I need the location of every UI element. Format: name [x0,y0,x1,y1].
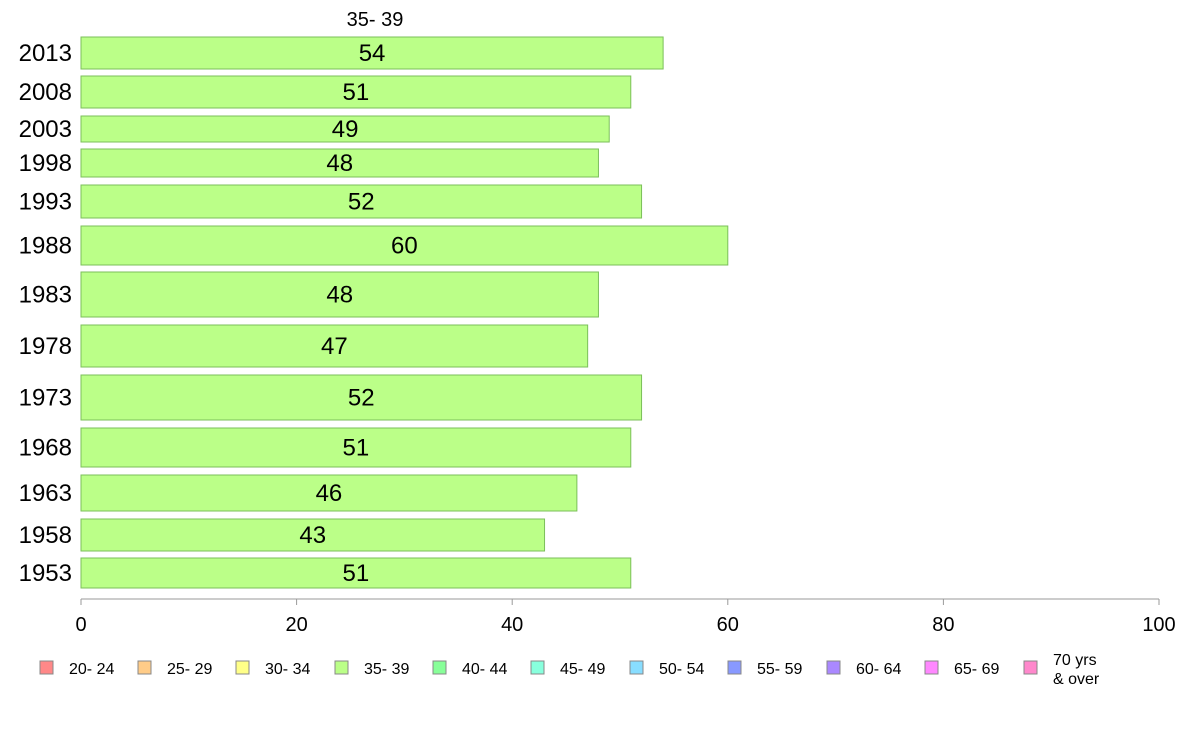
bar [80,324,589,368]
data-label: 52 [348,189,375,216]
legend-swatch [39,660,54,675]
legend-swatch [137,660,152,675]
x-tick-label: 20 [285,614,307,636]
x-axis: 0 20 40 60 80 100 [75,598,1176,636]
x-tick-label: 60 [717,614,739,636]
legend-label: 45- 49 [560,661,605,678]
data-label: 54 [359,40,386,67]
legend-swatch [334,660,349,675]
legend-label: 25- 29 [167,661,212,678]
legend-item: 55- 59 [727,660,802,678]
legend-swatch [1023,660,1038,675]
bar [80,518,546,552]
category-label: 1988 [19,233,72,260]
data-label: 43 [299,522,326,549]
x-tick-label: 100 [1142,614,1175,636]
category-label: 2003 [19,116,72,143]
panel-title: 35- 39 [347,9,404,31]
data-label: 48 [326,282,353,309]
legend-label: 55- 59 [757,661,802,678]
x-tick-label: 40 [501,614,523,636]
bar [80,271,599,318]
bar [80,148,599,178]
legend-item: 60- 64 [826,660,901,678]
data-label: 52 [348,385,375,412]
category-label: 1963 [19,480,72,507]
category-label: 1973 [19,385,72,412]
data-label: 47 [321,333,348,360]
legend-item: 70 yrs & over [1023,652,1100,688]
x-tick-label: 80 [932,614,954,636]
data-label: 60 [391,233,418,260]
legend-item: 30- 34 [235,660,310,678]
data-label: 48 [326,150,353,177]
legend-item: 65- 69 [924,660,999,678]
category-label: 1978 [19,333,72,360]
bar [80,474,578,512]
category-label: 1998 [19,150,72,177]
bar [80,427,632,468]
category-label: 2013 [19,40,72,67]
legend: 20- 24 25- 29 30- 34 35- 39 40- 44 45- 49 50- … [39,652,1100,688]
data-label: 51 [343,79,370,106]
bar [80,75,632,109]
legend-swatch [432,660,447,675]
bar [80,374,643,421]
legend-item: 50- 54 [629,660,704,678]
legend-label: 60- 64 [856,661,901,678]
category-label: 2008 [19,79,72,106]
category-label: 1958 [19,522,72,549]
bar [80,36,664,70]
legend-label: 40- 44 [462,661,507,678]
legend-item: 20- 24 [39,660,114,678]
legend-item: 25- 29 [137,660,212,678]
legend-label: 30- 34 [265,661,310,678]
legend-item: 45- 49 [530,660,605,678]
data-label: 51 [343,435,370,462]
legend-item: 40- 44 [432,660,507,678]
legend-swatch [924,660,939,675]
legend-label: 35- 39 [364,661,409,678]
legend-label: 65- 69 [954,661,999,678]
legend-swatch [530,660,545,675]
category-label: 1983 [19,282,72,309]
legend-swatch [727,660,742,675]
data-label: 49 [332,116,359,143]
bar [80,115,610,143]
data-label: 51 [343,560,370,587]
legend-swatch [629,660,644,675]
category-label: 1953 [19,560,72,587]
data-label: 46 [316,480,343,507]
legend-swatch [826,660,841,675]
category-label: 1968 [19,435,72,462]
bar [80,225,729,266]
x-tick-label: 0 [75,614,86,636]
legend-label: 20- 24 [69,661,114,678]
bar [80,184,643,219]
bar [80,557,632,589]
bars-group: 2013 54 2008 51 2003 49 1998 48 1993 52 1988 60 1983… [19,36,729,589]
legend-item: 35- 39 [334,660,409,678]
category-label: 1993 [19,189,72,216]
legend-swatch [235,660,250,675]
legend-label: 50- 54 [659,661,704,678]
legend-label: 70 yrs & over [1053,652,1100,688]
